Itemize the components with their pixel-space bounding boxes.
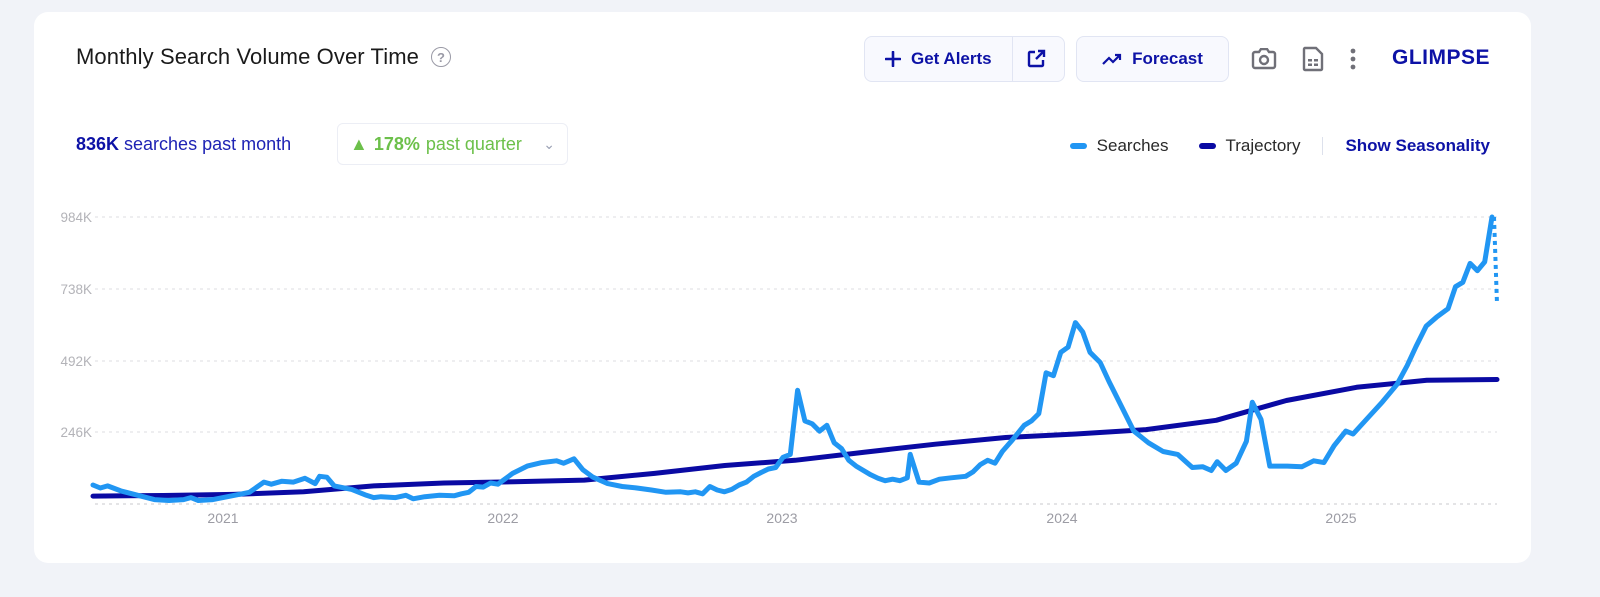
- triangle-up-icon: ▲: [350, 133, 368, 154]
- trajectory-line: [90, 377, 1500, 499]
- volume-suffix: searches past month: [119, 134, 292, 154]
- forecast-label: Forecast: [1132, 49, 1203, 68]
- get-alerts-label: Get Alerts: [911, 49, 992, 68]
- x-tick: 2021: [207, 510, 238, 526]
- y-tick: 984K: [60, 210, 92, 225]
- title-row: Monthly Search Volume Over Time ?: [76, 44, 452, 70]
- x-tick: 2024: [1046, 510, 1077, 526]
- question-circle-icon[interactable]: ?: [431, 47, 452, 67]
- show-seasonality-link[interactable]: Show Seasonality: [1345, 136, 1490, 155]
- get-alerts-button[interactable]: Get Alerts: [865, 37, 1013, 81]
- trend-up-icon: [1102, 53, 1122, 65]
- searches-swatch-icon: [1069, 143, 1087, 149]
- glimpse-logo: GLIMPSE: [1392, 46, 1491, 69]
- projection-line: [1492, 216, 1499, 304]
- camera-icon: [1251, 48, 1277, 70]
- y-tick: 492K: [60, 354, 92, 369]
- growth-suffix: past quarter: [425, 133, 522, 154]
- legend-trajectory[interactable]: Trajectory: [1198, 136, 1301, 156]
- kebab-menu-icon: [1350, 48, 1356, 70]
- get-alerts-button-group: Get Alerts: [864, 36, 1065, 82]
- camera-button[interactable]: [1250, 45, 1278, 73]
- y-grid: [95, 216, 1497, 505]
- csv-file-icon: [1302, 46, 1324, 72]
- monthly-volume-stat: 836K searches past month: [76, 134, 291, 155]
- x-tick: 2025: [1325, 510, 1356, 526]
- legend-trajectory-label: Trajectory: [1225, 136, 1301, 155]
- trajectory-swatch-icon: [1198, 143, 1216, 149]
- y-tick: 246K: [60, 425, 92, 440]
- growth-dropdown[interactable]: ▲ 178% past quarter ⌄: [337, 123, 568, 165]
- y-axis-labels: 984K 738K 492K 246K: [60, 210, 92, 440]
- chevron-down-icon: ⌄: [543, 135, 555, 152]
- x-tick: 2023: [766, 510, 797, 526]
- chart-legend: Searches Trajectory Show Seasonality: [1069, 136, 1490, 156]
- x-axis-labels: 2021 2022 2023 2024 2025: [207, 510, 1356, 526]
- volume-value: 836K: [76, 134, 120, 154]
- growth-value: 178%: [373, 133, 420, 154]
- external-link-icon: [1027, 49, 1045, 68]
- forecast-button[interactable]: Forecast: [1076, 36, 1229, 82]
- chart-title: Monthly Search Volume Over Time: [76, 44, 420, 69]
- search-volume-card: Monthly Search Volume Over Time ? Get Al…: [34, 12, 1531, 563]
- external-link-button[interactable]: [1013, 37, 1059, 81]
- legend-searches[interactable]: Searches: [1069, 136, 1169, 156]
- export-csv-button[interactable]: [1299, 45, 1327, 73]
- legend-divider: [1322, 137, 1324, 155]
- y-tick: 738K: [60, 282, 92, 297]
- more-options-button[interactable]: [1339, 45, 1367, 73]
- legend-searches-label: Searches: [1096, 136, 1169, 155]
- plus-icon: [885, 51, 901, 67]
- x-tick: 2022: [487, 510, 518, 526]
- searches-line: [90, 214, 1495, 503]
